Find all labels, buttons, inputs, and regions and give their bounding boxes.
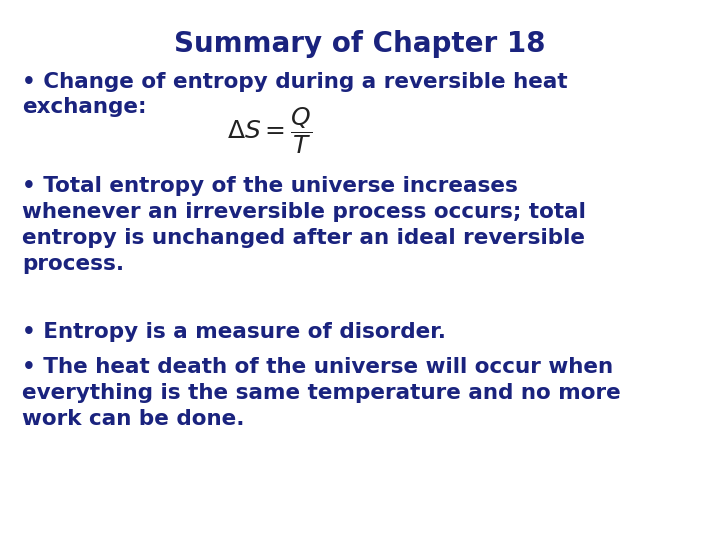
Text: • The heat death of the universe will occur when: • The heat death of the universe will oc…	[22, 357, 613, 377]
Text: everything is the same temperature and no more: everything is the same temperature and n…	[22, 383, 621, 403]
Text: $\Delta S = \dfrac{Q}{T}$: $\Delta S = \dfrac{Q}{T}$	[228, 105, 312, 156]
Text: exchange:: exchange:	[22, 97, 146, 117]
Text: Summary of Chapter 18: Summary of Chapter 18	[174, 30, 546, 58]
Text: work can be done.: work can be done.	[22, 409, 245, 429]
Text: • Total entropy of the universe increases: • Total entropy of the universe increase…	[22, 176, 518, 196]
Text: whenever an irreversible process occurs; total: whenever an irreversible process occurs;…	[22, 202, 586, 222]
Text: entropy is unchanged after an ideal reversible: entropy is unchanged after an ideal reve…	[22, 228, 585, 248]
Text: • Entropy is a measure of disorder.: • Entropy is a measure of disorder.	[22, 322, 446, 342]
Text: process.: process.	[22, 254, 124, 274]
Text: • Change of entropy during a reversible heat: • Change of entropy during a reversible …	[22, 72, 567, 92]
